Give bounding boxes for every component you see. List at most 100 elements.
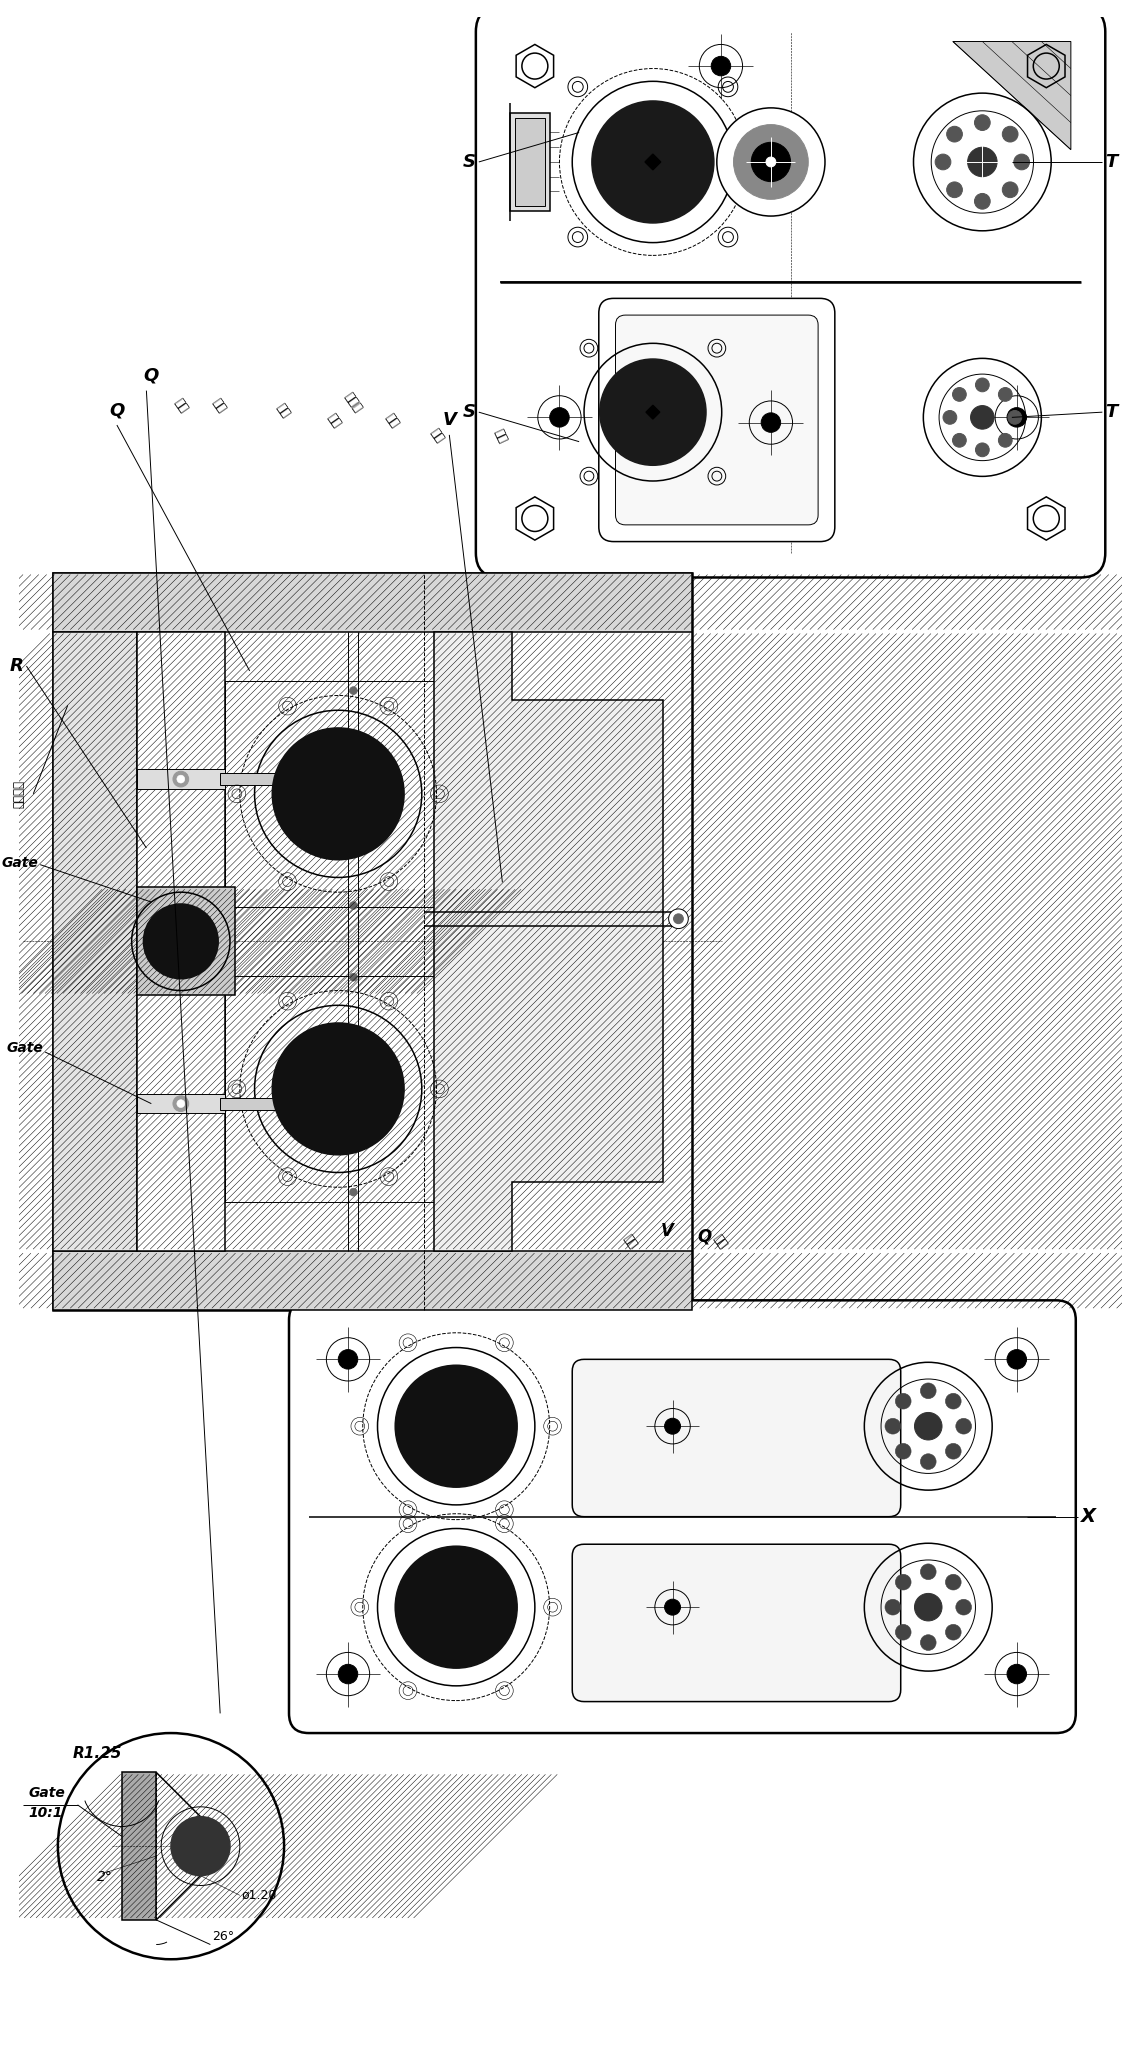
- Circle shape: [1014, 153, 1030, 170]
- Bar: [138, 890, 233, 994]
- Circle shape: [338, 1665, 358, 1683]
- Text: 型腔: 型腔: [172, 397, 190, 415]
- Circle shape: [920, 1634, 936, 1650]
- Circle shape: [946, 1575, 962, 1591]
- Text: X: X: [1080, 1507, 1096, 1526]
- Circle shape: [914, 1413, 942, 1440]
- Circle shape: [144, 904, 218, 980]
- Text: 型芯: 型芯: [427, 425, 445, 444]
- Circle shape: [1008, 411, 1022, 423]
- Circle shape: [171, 1816, 230, 1875]
- Circle shape: [550, 407, 569, 427]
- Circle shape: [395, 1546, 517, 1669]
- Text: 浇道: 浇道: [274, 401, 293, 419]
- Text: 水道: 水道: [491, 427, 509, 444]
- Circle shape: [946, 1393, 962, 1409]
- Circle shape: [920, 1564, 936, 1579]
- Text: R: R: [10, 656, 24, 675]
- FancyBboxPatch shape: [476, 6, 1105, 577]
- Circle shape: [711, 57, 730, 76]
- Bar: [53, 1252, 692, 1311]
- Circle shape: [946, 1444, 962, 1460]
- Circle shape: [664, 1599, 681, 1616]
- Circle shape: [673, 914, 683, 924]
- Circle shape: [349, 1045, 357, 1053]
- Circle shape: [1008, 407, 1027, 427]
- Polygon shape: [645, 153, 661, 170]
- Circle shape: [177, 775, 185, 783]
- Bar: [137, 888, 234, 996]
- Text: S: S: [463, 153, 476, 172]
- Text: 锁件: 锁件: [383, 411, 401, 429]
- Bar: [226, 681, 451, 906]
- Polygon shape: [953, 41, 1070, 149]
- Bar: [53, 632, 137, 1252]
- Bar: [226, 975, 451, 1202]
- Bar: [137, 632, 226, 1252]
- Circle shape: [1002, 127, 1018, 141]
- Circle shape: [664, 1419, 681, 1434]
- Circle shape: [914, 1593, 942, 1622]
- Circle shape: [177, 1100, 185, 1108]
- Bar: [53, 573, 692, 1311]
- Bar: [123, 1775, 154, 1918]
- Polygon shape: [433, 632, 663, 1252]
- Circle shape: [1008, 1350, 1027, 1368]
- Circle shape: [999, 434, 1012, 448]
- Bar: [515, 119, 544, 207]
- FancyBboxPatch shape: [616, 315, 818, 526]
- Circle shape: [942, 411, 957, 423]
- Circle shape: [395, 1366, 517, 1487]
- Text: 型腔: 型腔: [210, 397, 229, 415]
- Bar: [137, 1094, 226, 1112]
- Text: 26°: 26°: [212, 1930, 234, 1943]
- Circle shape: [1002, 182, 1018, 198]
- Circle shape: [349, 1188, 357, 1196]
- FancyBboxPatch shape: [572, 1544, 901, 1701]
- Text: V: V: [661, 1223, 674, 1241]
- Circle shape: [761, 413, 781, 431]
- FancyBboxPatch shape: [289, 1301, 1076, 1732]
- Circle shape: [895, 1444, 911, 1460]
- FancyBboxPatch shape: [599, 299, 835, 542]
- Text: 型芯: 型芯: [620, 1233, 640, 1252]
- Text: S: S: [463, 403, 476, 421]
- Text: 分型面: 分型面: [342, 391, 365, 415]
- Circle shape: [273, 728, 404, 859]
- Circle shape: [349, 973, 357, 982]
- Text: Q: Q: [144, 366, 159, 384]
- Circle shape: [173, 771, 188, 787]
- Circle shape: [935, 153, 950, 170]
- Circle shape: [920, 1382, 936, 1399]
- Circle shape: [669, 908, 688, 928]
- Circle shape: [953, 389, 966, 401]
- FancyBboxPatch shape: [572, 1360, 901, 1517]
- Bar: [122, 1773, 156, 1920]
- Circle shape: [1008, 1665, 1027, 1683]
- Circle shape: [338, 1350, 358, 1368]
- Circle shape: [895, 1624, 911, 1640]
- Text: Gate: Gate: [28, 1785, 65, 1800]
- Circle shape: [717, 108, 825, 217]
- Circle shape: [999, 389, 1012, 401]
- Circle shape: [975, 115, 991, 131]
- Text: 10:1: 10:1: [28, 1806, 63, 1820]
- Circle shape: [895, 1575, 911, 1591]
- Circle shape: [953, 434, 966, 448]
- Text: 定位虎口: 定位虎口: [12, 779, 25, 808]
- Text: R1.25: R1.25: [73, 1746, 122, 1761]
- Circle shape: [920, 1454, 936, 1470]
- Circle shape: [947, 127, 963, 141]
- Bar: [671, 912, 672, 926]
- Polygon shape: [646, 405, 660, 419]
- Text: 2°: 2°: [98, 1869, 113, 1883]
- Bar: [55, 1254, 690, 1309]
- Circle shape: [975, 444, 990, 456]
- Bar: [511, 112, 550, 211]
- Bar: [55, 575, 690, 630]
- Text: V: V: [442, 411, 457, 429]
- Circle shape: [956, 1599, 972, 1616]
- Text: 顿件: 顿件: [325, 411, 343, 429]
- Circle shape: [349, 759, 357, 767]
- Circle shape: [349, 687, 357, 695]
